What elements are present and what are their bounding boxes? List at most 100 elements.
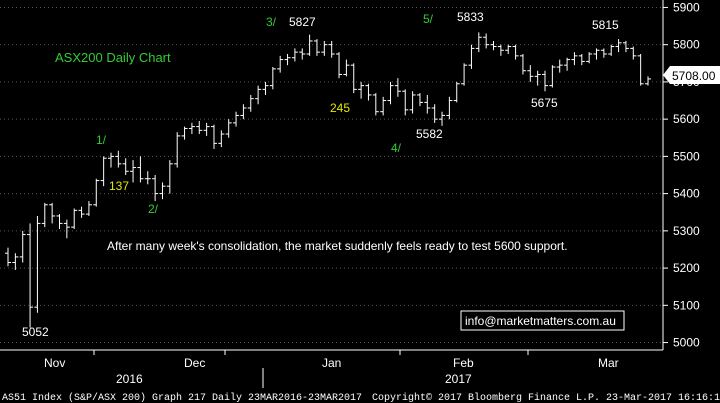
- ohlc-bar: [27, 223, 34, 328]
- ohlc-bar: [512, 44, 519, 60]
- ohlc-bar: [446, 96, 453, 120]
- ohlc-bar: [343, 59, 350, 77]
- chart-title: ASX200 Daily Chart: [55, 50, 171, 65]
- ohlc-bar: [262, 81, 269, 95]
- ohlc-bar: [402, 89, 409, 116]
- ohlc-bar: [188, 122, 195, 135]
- ohlc-bar: [350, 63, 357, 94]
- ohlc-bar: [608, 44, 615, 56]
- ohlc-bar: [615, 39, 622, 53]
- value-label-137: 137: [109, 179, 129, 193]
- wave-label-4: 4/: [391, 141, 402, 155]
- ohlc-bar: [475, 32, 482, 53]
- ohlc-bar: [527, 65, 534, 82]
- ohlc-bar: [586, 52, 593, 64]
- price-tick-label-5200: 5200: [673, 261, 700, 275]
- ohlc-bar: [85, 201, 92, 216]
- ohlc-bar: [144, 171, 151, 185]
- ohlc-bar: [181, 126, 188, 140]
- ohlc-bar: [336, 52, 343, 79]
- value-label-5675: 5675: [531, 96, 558, 110]
- ohlc-bar: [461, 63, 468, 86]
- value-label-5815: 5815: [592, 18, 619, 32]
- ohlc-bar: [519, 53, 526, 75]
- ohlc-bar: [210, 124, 217, 149]
- ohlc-bar: [225, 119, 232, 138]
- chart-annotation: After many week's consolidation, the mar…: [107, 239, 568, 253]
- footer-left: AS51 Index (S&P/ASX 200) Graph 217 Daily…: [2, 392, 362, 403]
- ohlc-bar: [556, 59, 563, 73]
- ohlc-bar: [71, 208, 78, 229]
- ohlc-series: [5, 32, 651, 328]
- ohlc-bar: [593, 48, 600, 60]
- ohlc-bar: [41, 202, 48, 228]
- ohlc-bar: [578, 53, 585, 66]
- ohlc-bar: [240, 104, 247, 120]
- ohlc-bar: [196, 121, 203, 135]
- ohlc-bar: [416, 93, 423, 107]
- wave-label-3: 3/: [266, 15, 277, 29]
- ohlc-bar: [542, 70, 549, 92]
- ohlc-bar: [284, 53, 291, 66]
- ohlc-bar: [218, 130, 225, 148]
- ohlc-bar: [115, 150, 122, 168]
- ohlc-bar: [372, 93, 379, 116]
- month-label-nov: Nov: [44, 356, 65, 370]
- price-tick-label-5300: 5300: [673, 224, 700, 238]
- year-label-2017: 2017: [445, 372, 472, 386]
- ohlc-bar: [571, 52, 578, 66]
- value-label-5827: 5827: [289, 15, 316, 29]
- ohlc-bar: [5, 247, 11, 267]
- value-label-5833: 5833: [457, 10, 484, 24]
- ohlc-bar: [564, 57, 571, 71]
- ohlc-bar: [49, 202, 56, 224]
- month-label-feb: Feb: [453, 356, 474, 370]
- ohlc-bar: [394, 78, 401, 97]
- ohlc-bar: [277, 55, 284, 73]
- ohlc-bar: [439, 111, 446, 126]
- year-label-2016: 2016: [116, 372, 143, 386]
- price-tick-label-5800: 5800: [673, 38, 700, 52]
- ohlc-bar: [549, 65, 556, 88]
- ohlc-bar: [637, 53, 644, 86]
- month-label-dec: Dec: [184, 356, 205, 370]
- ohlc-bar: [622, 40, 629, 53]
- ohlc-bar: [365, 83, 372, 101]
- ohlc-bar: [468, 44, 475, 69]
- email-label: info@marketmatters.com.au: [465, 314, 616, 328]
- wave-label-5: 5/: [423, 12, 434, 26]
- price-tick-label-5900: 5900: [673, 0, 700, 14]
- time-axis: Nov Dec Jan Feb Mar 2016 2017: [44, 350, 619, 388]
- ohlc-bar: [483, 33, 490, 49]
- month-label-mar: Mar: [598, 356, 619, 370]
- ohlc-bar: [152, 175, 159, 202]
- ohlc-bar: [380, 96, 387, 116]
- ohlc-bar: [137, 156, 144, 183]
- ohlc-bar: [12, 253, 19, 270]
- ohlc-bar: [534, 70, 541, 86]
- ohlc-bar: [306, 34, 313, 56]
- email-box: info@marketmatters.com.au: [460, 310, 625, 331]
- ohlc-bar: [328, 40, 335, 58]
- value-label-5052: 5052: [22, 325, 49, 339]
- last-price-label: 5708.00: [672, 69, 716, 83]
- last-price-tag: 5708.00: [663, 66, 720, 84]
- ohlc-bar: [255, 85, 262, 105]
- ohlc-bar: [313, 39, 320, 56]
- month-label-jan: Jan: [322, 356, 341, 370]
- ohlc-bar: [645, 76, 651, 86]
- price-tick-label-5500: 5500: [673, 149, 700, 163]
- ohlc-bar: [497, 44, 504, 56]
- ohlc-bar: [100, 156, 107, 187]
- ohlc-bar: [247, 94, 254, 112]
- ohlc-bar: [321, 40, 328, 56]
- ohlc-bar: [409, 91, 416, 114]
- ohlc-bar: [63, 219, 70, 239]
- wave-label-1: 1/: [96, 133, 107, 147]
- wave-label-2: 2/: [148, 202, 159, 216]
- ohlc-bar: [269, 67, 276, 90]
- ohlc-bar: [122, 158, 129, 175]
- ohlc-bar: [107, 152, 114, 168]
- ohlc-bar: [159, 182, 166, 200]
